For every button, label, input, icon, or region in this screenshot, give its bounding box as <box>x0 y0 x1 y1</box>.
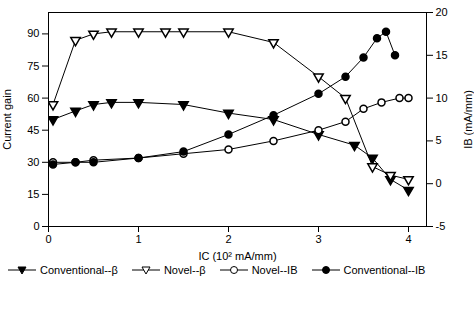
svg-text:60: 60 <box>27 92 39 104</box>
svg-text:IC (10² mA/mm): IC (10² mA/mm) <box>198 250 276 262</box>
svg-text:2: 2 <box>225 233 231 245</box>
html-text:Conventional--IB: Conventional--IB <box>343 264 426 276</box>
svg-text:0: 0 <box>33 220 39 232</box>
svg-text:1: 1 <box>135 233 141 245</box>
svg-text:75: 75 <box>27 60 39 72</box>
svg-text:45: 45 <box>27 124 39 136</box>
svg-text:4: 4 <box>405 233 411 245</box>
svg-text:Current gain: Current gain <box>1 89 13 150</box>
svg-text:5: 5 <box>436 134 442 146</box>
svg-text:20: 20 <box>436 6 448 18</box>
svg-text:0: 0 <box>436 177 442 189</box>
svg-text:3: 3 <box>315 233 321 245</box>
svg-text:0: 0 <box>45 233 51 245</box>
svg-text:-5: -5 <box>436 220 446 232</box>
html-text:Conventional--β: Conventional--β <box>40 264 118 276</box>
svg-text:90: 90 <box>27 27 39 39</box>
svg-text:IB (mA/mm): IB (mA/mm) <box>462 90 474 149</box>
svg-text:10: 10 <box>436 92 448 104</box>
html-text:Novel--IB: Novel--IB <box>251 264 298 276</box>
svg-text:15: 15 <box>27 188 39 200</box>
html-text:Novel--β: Novel--β <box>163 264 206 276</box>
svg-text:15: 15 <box>436 49 448 61</box>
svg-text:30: 30 <box>27 156 39 168</box>
